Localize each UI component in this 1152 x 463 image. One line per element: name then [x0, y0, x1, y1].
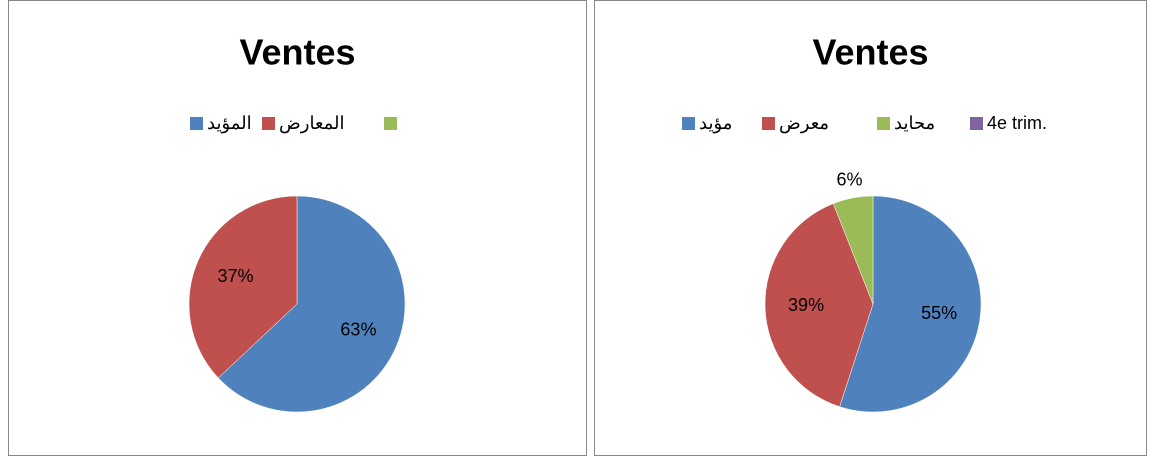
legend-label: المعارض [279, 113, 345, 134]
legend-label: 4e trim. [987, 113, 1047, 133]
data-label: 39% [788, 295, 824, 315]
pie-slice [839, 195, 982, 413]
legend-label: محايد [894, 113, 935, 133]
legend-swatch [190, 117, 203, 130]
data-label: 63% [340, 319, 376, 339]
chart-title: Ventes [812, 32, 928, 73]
chart-panel: Ventes المؤيد المعارض 63% 37% [8, 0, 587, 456]
data-label: 37% [218, 266, 254, 286]
pie-slice [188, 195, 298, 379]
pie-slice [832, 195, 874, 305]
chart-title: Ventes [239, 32, 355, 73]
legend-label: المؤيد [207, 113, 252, 134]
legend-swatch [762, 117, 775, 130]
chart-panel: Ventes مؤيد معرض محايد 4e trim. 55% 39% 6% [594, 0, 1147, 456]
pie-slice [217, 195, 406, 413]
legend-swatch [682, 117, 695, 130]
data-label: 55% [921, 303, 957, 323]
data-label: 6% [837, 170, 863, 190]
legend-swatch [384, 117, 397, 130]
legend-swatch [877, 117, 890, 130]
legend-label: مؤيد [699, 113, 732, 134]
legend-swatch [970, 117, 983, 130]
pie-slice [764, 203, 874, 408]
legend-swatch [262, 117, 275, 130]
legend-label: معرض [779, 113, 829, 134]
